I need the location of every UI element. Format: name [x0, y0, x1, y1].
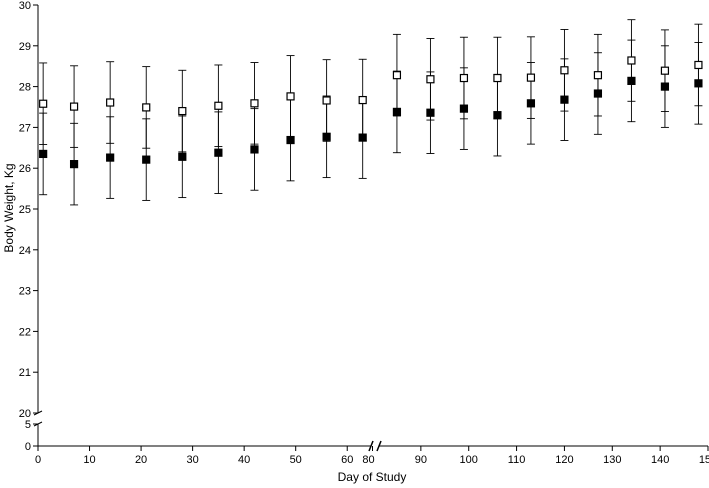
data-markers [39, 56, 703, 169]
y-tick-label: 21 [19, 367, 31, 379]
x-axis-break-mark [368, 440, 374, 452]
x-axis-title: Day of Study [338, 470, 407, 484]
x-tick-label: 120 [555, 454, 573, 466]
data-point-filled-square [142, 155, 151, 164]
data-point-open-square [142, 103, 151, 112]
x-tick-label: 80 [362, 454, 374, 466]
y-tick-label: 5 [25, 419, 31, 431]
x-tick-label: 10 [83, 454, 95, 466]
data-point-filled-square [526, 99, 536, 108]
data-point-filled-square [214, 148, 223, 157]
data-point-open-square [106, 98, 115, 107]
y-tick-label: 28 [19, 82, 31, 94]
y-tick-label: 23 [19, 286, 31, 298]
data-point-open-square [69, 102, 79, 111]
x-tick-label: 110 [508, 454, 526, 466]
data-point-open-square [694, 60, 703, 70]
x-tick-label: 40 [238, 454, 250, 466]
data-point-filled-square [660, 82, 670, 91]
data-point-open-square [178, 106, 187, 116]
error-bars [39, 19, 703, 206]
x-tick-label: 50 [290, 454, 302, 466]
data-point-open-square [426, 75, 435, 84]
data-point-filled-square [250, 145, 259, 154]
y-tick-label: 29 [19, 41, 31, 53]
y-tick-label: 30 [19, 0, 31, 12]
y-tick-label: 25 [19, 204, 31, 216]
x-tick-label: 0 [35, 454, 41, 466]
data-point-filled-square [560, 95, 569, 104]
x-tick-label: 90 [415, 454, 427, 466]
data-point-open-square [214, 101, 223, 110]
y-tick-label: 0 [25, 441, 31, 453]
y-tick-label: 22 [19, 326, 31, 338]
data-point-filled-square [178, 152, 187, 161]
x-axis-break-mark [376, 440, 382, 452]
x-tick-label: 20 [135, 454, 147, 466]
data-point-open-square [322, 96, 331, 105]
x-tick-label: 140 [651, 454, 669, 466]
x-tick-label: 150 [699, 454, 709, 466]
data-point-open-square [286, 92, 295, 101]
x-tick-label: 130 [603, 454, 621, 466]
data-point-filled-square [69, 160, 79, 169]
data-point-filled-square [627, 76, 636, 85]
data-point-open-square [39, 99, 48, 108]
data-point-open-square [627, 56, 636, 65]
data-point-open-square [593, 71, 603, 80]
y-axis-title: Body Weight, Kg [2, 163, 16, 252]
data-point-filled-square [493, 111, 502, 120]
data-point-open-square [459, 73, 469, 83]
y-tick-label: 27 [19, 122, 31, 134]
data-point-filled-square [426, 108, 435, 117]
data-point-filled-square [593, 89, 603, 98]
data-point-filled-square [286, 135, 295, 145]
y-tick-label: 26 [19, 163, 31, 175]
data-point-open-square [358, 95, 367, 105]
x-tick-label: 100 [460, 454, 478, 466]
x-tick-label: 60 [341, 454, 353, 466]
x-tick-label: 30 [186, 454, 198, 466]
data-point-open-square [493, 73, 502, 83]
y-tick-label: 20 [19, 408, 31, 420]
data-point-open-square [560, 66, 569, 75]
data-point-filled-square [39, 149, 48, 159]
data-point-open-square [392, 71, 402, 80]
data-point-open-square [250, 99, 259, 108]
data-point-filled-square [694, 79, 703, 88]
data-point-open-square [660, 66, 670, 75]
data-point-filled-square [392, 107, 402, 116]
y-tick-label: 24 [19, 245, 31, 257]
data-point-filled-square [322, 132, 331, 141]
data-point-open-square [526, 73, 536, 82]
data-point-filled-square [106, 153, 115, 162]
data-point-filled-square [358, 133, 367, 142]
data-point-filled-square [459, 104, 469, 113]
